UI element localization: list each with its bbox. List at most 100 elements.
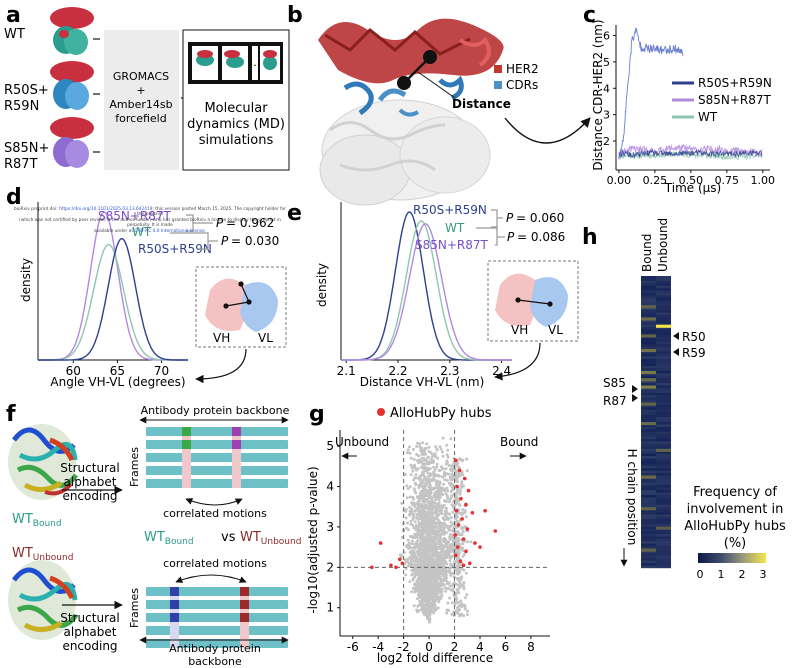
d-xtick-label-1: 65: [110, 364, 125, 378]
g-point-2490: [454, 512, 458, 516]
g-point-1719: [440, 546, 444, 550]
g-point-2291: [418, 585, 421, 589]
g-hub-point-19: [493, 529, 498, 533]
h-cell-77-1: [656, 463, 671, 466]
h-cell-66-0: [641, 436, 656, 440]
h-cell-49-1: [656, 395, 671, 398]
g-xtick-label-5: 4: [476, 640, 484, 654]
distance-inset-dot-1: [515, 297, 521, 303]
c-series-r50: [618, 148, 763, 160]
g-point-2042: [448, 537, 452, 541]
g-point-2285: [430, 457, 434, 461]
panel-label-h: h: [582, 225, 598, 250]
g-point-2220: [453, 559, 457, 563]
g-point-2464: [464, 571, 468, 575]
g-point-454: [437, 542, 441, 546]
h-cell-9-1: [656, 297, 671, 301]
h-cell-117-0: [641, 560, 656, 564]
g-hub-point-14: [473, 541, 477, 545]
h-cell-92-0: [641, 499, 656, 503]
g-hub-point-25: [389, 563, 393, 568]
g-point-1458: [415, 579, 419, 583]
g-point-2281: [428, 483, 432, 487]
g-bound-label: Bound: [500, 435, 538, 449]
g-point-2488: [462, 584, 465, 588]
h-cell-98-0: [641, 514, 656, 518]
h-cell-11-1: [656, 302, 671, 306]
h-cell-104-0: [641, 529, 656, 532]
h-cell-51-0: [641, 400, 656, 403]
h-cell-16-1: [656, 314, 671, 318]
g-point-2304: [445, 478, 449, 482]
h-cell-116-1: [656, 558, 671, 561]
g-hub-point-5: [459, 496, 463, 501]
g-hub-point-12: [453, 533, 458, 537]
md-text-3: simulations: [199, 133, 274, 148]
g-point-2324: [465, 613, 469, 617]
g-point-2442: [457, 552, 461, 556]
g-point-886: [410, 539, 414, 543]
h-cell-2-1: [656, 280, 671, 284]
c-xtick-label-2: 0.50: [679, 174, 704, 187]
g-point-2101: [413, 509, 417, 513]
g-point-2283: [418, 569, 422, 573]
g-point-2279: [427, 588, 431, 592]
h-cell-84-1: [656, 480, 671, 484]
d-curve-wt: [38, 243, 188, 361]
panel-h: h Bound Unbound R50 R59 S85 R87 H chain …: [582, 218, 786, 581]
g-point-1788: [438, 556, 442, 559]
g-point-460: [461, 554, 465, 558]
g-point-2268: [469, 540, 473, 544]
h-cell-57-0: [641, 414, 656, 418]
g-ytick-label-1: 2: [326, 560, 334, 574]
h-cell-39-1: [656, 370, 671, 374]
legend-label-s85: S85N+R87T: [698, 93, 772, 107]
distance-label: Distance: [452, 97, 511, 111]
g-point-1808: [445, 611, 449, 615]
distance-pointer: [417, 71, 456, 99]
h-cell-35-1: [656, 361, 671, 364]
h-cell-61-0: [641, 424, 656, 428]
frame-bottom-blue-0: [170, 587, 179, 596]
vs-label: vs: [221, 530, 236, 545]
g-point-1911: [421, 582, 425, 586]
h-cell-96-1: [656, 509, 671, 513]
g-point-1401: [436, 606, 440, 610]
doi-link[interactable]: https://doi.org/10.1101/2025.03.13.64241…: [59, 207, 153, 212]
h-cell-25-0: [641, 336, 656, 340]
g-point-584: [416, 597, 419, 601]
e-label-s85: S85N+R87T: [415, 238, 489, 252]
h-cell-20-0: [641, 324, 656, 328]
h-cell-55-1: [656, 409, 671, 413]
h-cell-87-1: [656, 487, 671, 491]
g-point-2197: [417, 543, 421, 547]
g-point-2373: [428, 475, 432, 478]
g-point-2190: [447, 528, 451, 532]
g-point-1050: [434, 455, 437, 459]
h-cell-90-1: [656, 495, 671, 498]
h-cell-83-0: [641, 477, 656, 481]
vs-wt-bound: WTBound: [144, 530, 194, 547]
h-ylabel: H chain position: [625, 449, 639, 546]
g-hub-point-1: [457, 468, 462, 473]
g-point-2215: [430, 516, 434, 520]
g-point-2198: [461, 549, 465, 553]
g-point-2425: [424, 578, 428, 582]
g-hub-point-27: [378, 541, 383, 545]
g-point-1243: [440, 593, 444, 597]
g-point-1237: [400, 553, 404, 557]
g-point-1891: [433, 521, 437, 525]
vs-wt-unbound: WTUnbound: [240, 530, 301, 547]
license-link[interactable]: CC-BY-NC 4.0 International license: [131, 228, 205, 234]
frame-top-green-1: [182, 440, 191, 449]
g-xtick-label-1: -4: [372, 640, 384, 654]
g-point-1030: [405, 496, 409, 500]
h-cell-74-1: [656, 456, 671, 459]
g-hub-point-8: [470, 511, 475, 515]
g-point-2461: [424, 571, 428, 575]
method-box: [104, 30, 179, 170]
g-point-2111: [421, 441, 425, 445]
g-point-2379: [427, 521, 430, 525]
g-point-2476: [450, 469, 454, 473]
g-point-389: [410, 590, 414, 594]
